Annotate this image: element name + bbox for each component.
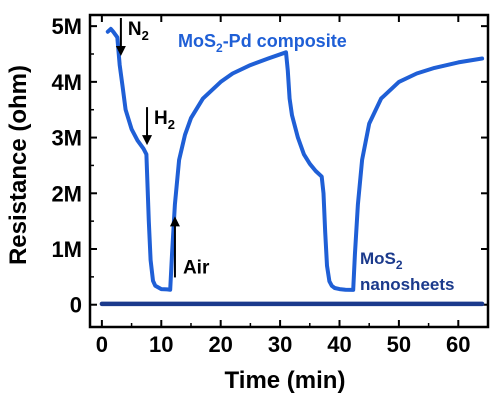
annotation-n-sub: 2	[142, 28, 149, 43]
annotation-h-main: H	[154, 108, 168, 129]
composite-label-sub: 2	[216, 41, 223, 55]
sheet-label-prefix: MoS	[360, 249, 396, 268]
plot-frame	[88, 13, 490, 329]
annotation-air: Air	[183, 257, 210, 278]
arrow-n-head	[115, 46, 126, 56]
x-tick-label: 60	[446, 332, 470, 357]
annotation-h: H2	[154, 108, 175, 132]
series-label-mos2-pd-composite: MoS2-Pd composite	[178, 31, 347, 55]
x-tick-label: 30	[268, 332, 292, 357]
y-axis-title: Resistance (ohm)	[5, 65, 32, 265]
axes: 0 10 20 30 40 50 60 0 1M 2M 3M 4M 5M	[51, 13, 490, 357]
annotation-n-main: N	[128, 19, 142, 40]
y-tick-label: 1M	[51, 237, 82, 262]
composite-label-prefix: MoS	[178, 31, 216, 51]
x-tick-label: 40	[327, 332, 351, 357]
x-tick-label: 10	[149, 332, 173, 357]
y-tick-label: 0	[70, 293, 82, 318]
y-tick-label: 2M	[51, 181, 82, 206]
series-line-mos2-pd-composite	[105, 26, 485, 292]
y-tick-label: 4M	[51, 70, 82, 95]
x-tick-label: 20	[208, 332, 232, 357]
arrow-air-head	[169, 216, 180, 227]
arrow-h-head	[142, 135, 153, 146]
series-label-mos2-nanosheets-line1: MoS2	[360, 249, 403, 272]
x-tick-label: 50	[387, 332, 411, 357]
annotation-n: N2	[128, 19, 149, 43]
x-axis-title: Time (min)	[225, 367, 346, 394]
y-tick-label: 5M	[51, 14, 82, 39]
series-layer	[99, 26, 485, 307]
y-tick-label: 3M	[51, 126, 82, 151]
annotation-h-sub: 2	[168, 117, 175, 132]
composite-label-suffix: -Pd composite	[223, 31, 347, 51]
x-tick-label: 0	[96, 332, 108, 357]
sheet-label-sub: 2	[396, 258, 403, 272]
series-label-mos2-nanosheets-line2: nanosheets	[360, 275, 454, 294]
